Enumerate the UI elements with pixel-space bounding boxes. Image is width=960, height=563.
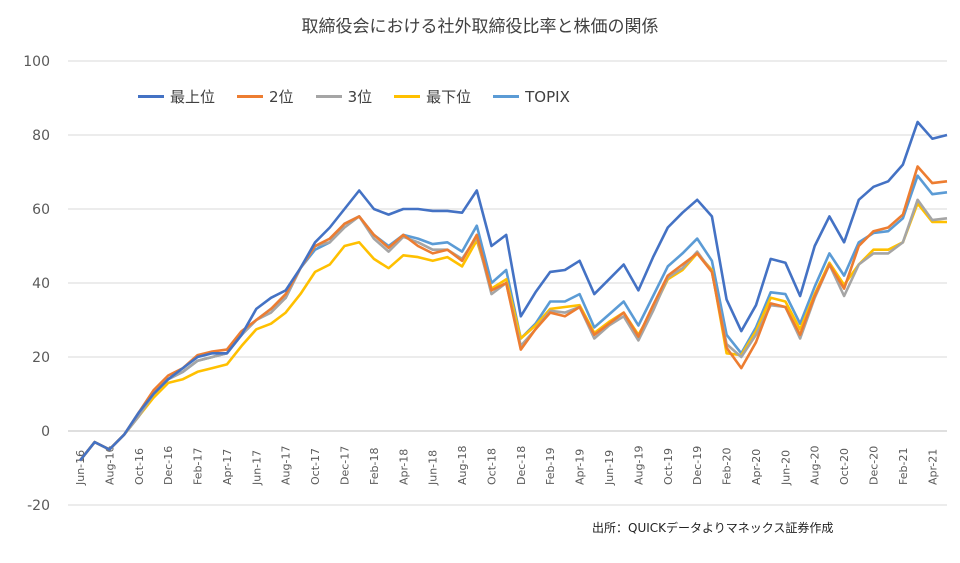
x-axis-ticks: Jun-16 Aug-16 Oct-16 Dec-16 Feb-17 Apr-17 Jun-… <box>74 446 939 486</box>
y-tick-label: 40 <box>32 276 50 292</box>
x-tick-label: Aug-20 <box>809 446 822 485</box>
legend-item-0: 最上位 <box>138 86 215 107</box>
x-tick-label: Feb-18 <box>368 448 381 485</box>
legend-item-4: TOPIX <box>493 86 570 107</box>
x-tick-label: Apr-18 <box>397 449 410 485</box>
legend-label: 最上位 <box>170 88 216 106</box>
legend-label: 3位 <box>347 88 373 106</box>
legend-swatch <box>237 95 264 98</box>
legend-swatch <box>394 95 421 98</box>
x-tick-label: Jun-19 <box>603 450 616 486</box>
legend-item-1: 2位 <box>237 86 294 107</box>
x-tick-label: Aug-18 <box>456 446 469 485</box>
x-tick-label: Jun-16 <box>74 450 87 486</box>
x-tick-label: Dec-19 <box>691 446 704 485</box>
x-tick-label: Aug-17 <box>280 446 293 485</box>
x-tick-label: Aug-19 <box>632 446 645 485</box>
x-tick-label: Feb-19 <box>544 448 557 485</box>
legend-swatch <box>493 95 520 98</box>
legend-item-3: 最下位 <box>394 86 471 107</box>
x-tick-label: Dec-20 <box>868 446 881 485</box>
source-note: 出所：QUICKデータよりマネックス証券作成 <box>592 521 834 535</box>
x-tick-label: Aug-16 <box>103 446 116 485</box>
x-tick-label: Jun-18 <box>427 450 440 486</box>
y-tick-label: 60 <box>32 202 50 218</box>
legend-item-2: 3位 <box>315 86 373 107</box>
x-tick-label: Oct-17 <box>309 448 322 485</box>
series-line-1 <box>78 165 948 462</box>
x-tick-label: Apr-17 <box>221 449 234 485</box>
x-tick-label: Feb-21 <box>897 448 910 485</box>
x-tick-label: Jun-20 <box>779 450 792 486</box>
x-tick-label: Dec-17 <box>339 446 352 485</box>
x-tick-label: Oct-19 <box>662 448 675 485</box>
y-tick-label: 20 <box>32 350 50 366</box>
y-tick-label: 100 <box>23 54 50 70</box>
x-tick-label: Apr-21 <box>926 449 939 485</box>
legend-label: TOPIX <box>525 87 570 106</box>
x-tick-label: Dec-16 <box>162 446 175 485</box>
x-tick-label: Oct-16 <box>133 448 146 485</box>
chart-title: 取締役会における社外取締役比率と株価の関係 <box>301 17 659 37</box>
legend-label: 2位 <box>269 88 294 106</box>
y-axis-ticks: 100 80 60 40 20 0 -20 <box>23 54 50 514</box>
legend: 最上位 2位 3位 最下位 TOPIX <box>138 86 570 107</box>
y-tick-label: -20 <box>27 498 50 514</box>
legend-swatch <box>315 95 342 98</box>
x-tick-label: Apr-20 <box>750 449 763 485</box>
series-line-0 <box>78 120 948 462</box>
x-tick-label: Jun-17 <box>250 450 263 486</box>
x-tick-label: Apr-19 <box>574 449 587 485</box>
legend-label: 最下位 <box>426 88 472 106</box>
y-tick-label: 0 <box>41 424 50 440</box>
x-tick-label: Feb-17 <box>192 448 205 485</box>
x-tick-label: Oct-18 <box>485 448 498 485</box>
y-tick-label: 80 <box>32 128 50 144</box>
x-tick-label: Dec-18 <box>515 446 528 485</box>
series-lines <box>78 120 948 462</box>
x-tick-label: Feb-20 <box>721 448 734 485</box>
legend-swatch <box>138 95 164 98</box>
x-tick-label: Oct-20 <box>838 448 851 485</box>
